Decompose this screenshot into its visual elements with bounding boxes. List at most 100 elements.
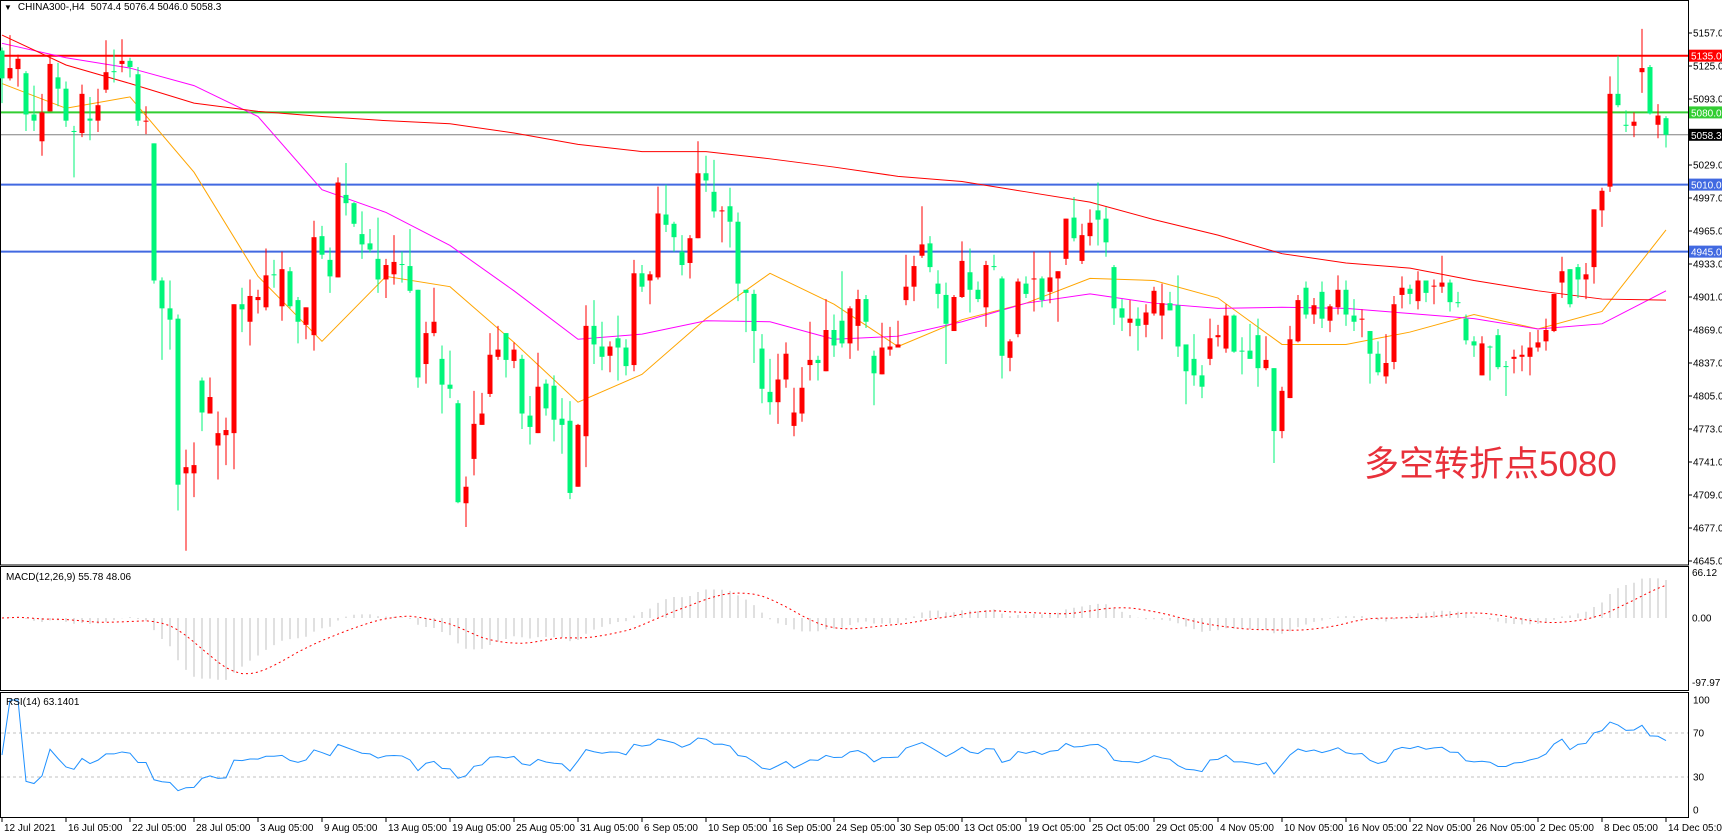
price-tag-label: 4945.0	[1691, 248, 1722, 259]
candle	[1639, 68, 1645, 73]
time-tick-label: 16 Nov 05:00	[1348, 823, 1408, 834]
ma-line-fast	[1, 83, 1667, 403]
candle	[1431, 285, 1437, 287]
macd-tick-label: -97.97	[1692, 678, 1721, 689]
candle	[1463, 318, 1469, 341]
macd-panel-border	[0, 566, 1689, 691]
candle	[623, 347, 629, 367]
candle	[1623, 124, 1629, 126]
candle	[823, 330, 829, 372]
candle	[503, 333, 509, 360]
candle	[1527, 347, 1533, 357]
candle	[1159, 303, 1165, 316]
time-tick-label: 3 Aug 05:00	[260, 823, 314, 834]
triangle-down-icon[interactable]: ▼	[4, 3, 12, 12]
candle	[303, 307, 309, 325]
candle	[1559, 271, 1565, 283]
candle	[631, 273, 637, 366]
candle	[567, 420, 573, 493]
candle	[1519, 354, 1525, 357]
candle	[1543, 330, 1549, 342]
candle	[527, 415, 533, 427]
candle	[1439, 282, 1445, 287]
macd-signal-line	[1, 584, 1667, 675]
price-tick-label: 4773.0	[1693, 425, 1722, 436]
candle	[943, 294, 949, 324]
candle	[423, 333, 429, 365]
candle	[79, 93, 85, 134]
candle	[1295, 300, 1301, 342]
price-tick-label: 4901.0	[1693, 293, 1722, 304]
candle	[391, 261, 397, 275]
candle	[55, 77, 61, 89]
candle	[1567, 269, 1573, 305]
candle	[183, 467, 189, 474]
candle	[1335, 289, 1341, 308]
candle	[1247, 350, 1253, 359]
candle	[1423, 280, 1429, 293]
price-tick-label: 4709.0	[1693, 491, 1722, 502]
candle	[1367, 331, 1373, 354]
candle	[223, 430, 229, 436]
time-tick-label: 30 Sep 05:00	[900, 823, 960, 834]
candle	[839, 320, 845, 344]
rsi-tick-label: 0	[1693, 806, 1699, 817]
candle	[1175, 305, 1181, 347]
candle	[191, 465, 197, 474]
candle	[639, 273, 645, 287]
price-tick-label: 4869.0	[1693, 326, 1722, 337]
ohlc-values: 5074.4 5076.4 5046.0 5058.3	[90, 2, 222, 13]
panel-frames	[0, 0, 1689, 818]
candle	[351, 203, 357, 224]
candle	[127, 60, 133, 68]
candle	[775, 379, 781, 403]
candle	[599, 346, 605, 357]
candle	[695, 173, 701, 239]
candle	[215, 433, 221, 446]
candle	[751, 293, 757, 332]
candle	[247, 295, 253, 322]
candle	[975, 289, 981, 300]
rsi-tick-label: 70	[1693, 729, 1705, 740]
time-tick-label: 25 Oct 05:00	[1092, 823, 1150, 834]
candle	[335, 182, 341, 278]
candle	[999, 278, 1005, 356]
price-tag-label: 5080.0	[1691, 108, 1722, 119]
candle	[1303, 287, 1309, 315]
price-tag	[1689, 49, 1722, 62]
candle	[807, 359, 813, 366]
price-tag-label: 5058.3	[1691, 131, 1722, 142]
candle	[1655, 115, 1661, 125]
time-tick-label: 16 Sep 05:00	[772, 823, 832, 834]
candle	[271, 274, 277, 276]
price-tag	[1689, 245, 1722, 258]
candle	[1383, 363, 1389, 377]
candle	[15, 58, 21, 70]
candle	[1319, 291, 1325, 319]
macd-tick-label: 0.00	[1692, 614, 1712, 625]
candle	[711, 191, 717, 212]
candle	[855, 299, 861, 326]
main-panel-border	[0, 0, 1689, 566]
candle	[479, 413, 485, 425]
candle	[1471, 341, 1477, 346]
horizontal-levels	[1, 54, 1688, 253]
candle	[735, 221, 741, 284]
candle	[295, 300, 301, 322]
candle	[1191, 358, 1197, 376]
candle	[887, 346, 893, 350]
candle	[879, 347, 885, 375]
candle	[111, 71, 117, 73]
candle	[1591, 209, 1597, 268]
candle	[23, 73, 29, 115]
symbol-label: CHINA300-,H4	[17, 2, 85, 13]
candle	[63, 88, 69, 121]
candle	[1063, 218, 1069, 259]
candle	[1399, 287, 1405, 295]
candle	[1535, 342, 1541, 348]
candle	[367, 243, 373, 250]
time-tick-label: 8 Dec 05:00	[1604, 823, 1658, 834]
candle	[1279, 390, 1285, 432]
rsi-panel-border	[0, 692, 1689, 818]
